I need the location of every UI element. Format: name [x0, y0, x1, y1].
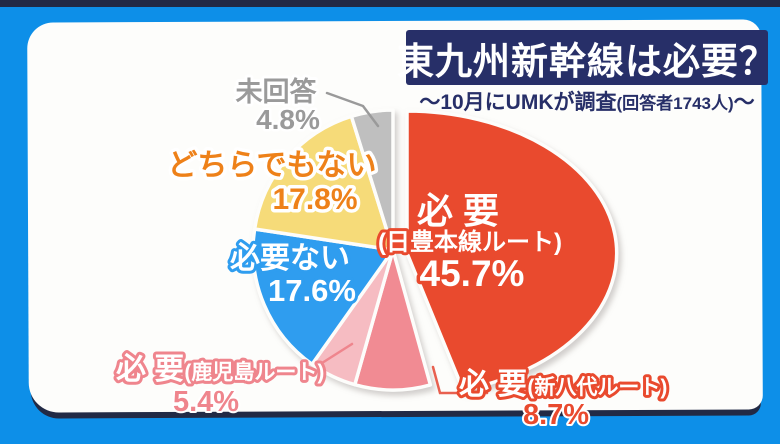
subtitle-suffix: 〜 — [733, 91, 755, 114]
headline-box: 東九州新幹線は必要？ — [397, 30, 776, 85]
top-navy-strip — [0, 0, 780, 7]
subtitle-prefix: 〜10月にUMKが調査 — [419, 91, 617, 114]
survey-subtitle: 〜10月にUMKが調査(回答者1743人)〜 — [402, 86, 772, 116]
subtitle-respondents: (回答者1743人) — [616, 94, 734, 113]
headline-text: 東九州新幹線は必要？ — [397, 40, 777, 82]
